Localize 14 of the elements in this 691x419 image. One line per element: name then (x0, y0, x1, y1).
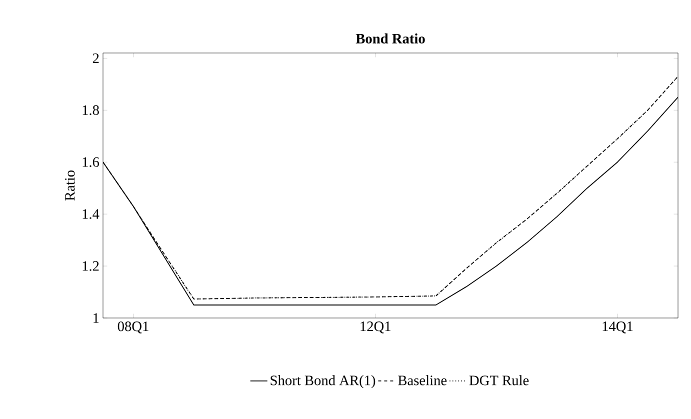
legend-label: Short Bond AR(1) (270, 375, 376, 388)
x-tick-label: 14Q1 (602, 322, 633, 334)
legend-label: Baseline (398, 375, 447, 386)
y-tick-label: 1 (94, 313, 99, 323)
y-axis-title: Ratio (65, 170, 75, 201)
y-tick-label: 1.6 (82, 157, 100, 167)
y-tick-label: 1.2 (82, 261, 99, 271)
legend-label: DGT Rule (469, 375, 529, 386)
y-tick-label: 1.4 (82, 209, 100, 219)
y-tick-label: 1.8 (82, 105, 99, 116)
y-tick-label: 2 (92, 53, 99, 63)
x-tick-label: 08Q1 (118, 322, 148, 334)
chart-title: Bond Ratio (356, 33, 425, 44)
x-tick-label: 12Q1 (360, 322, 390, 334)
